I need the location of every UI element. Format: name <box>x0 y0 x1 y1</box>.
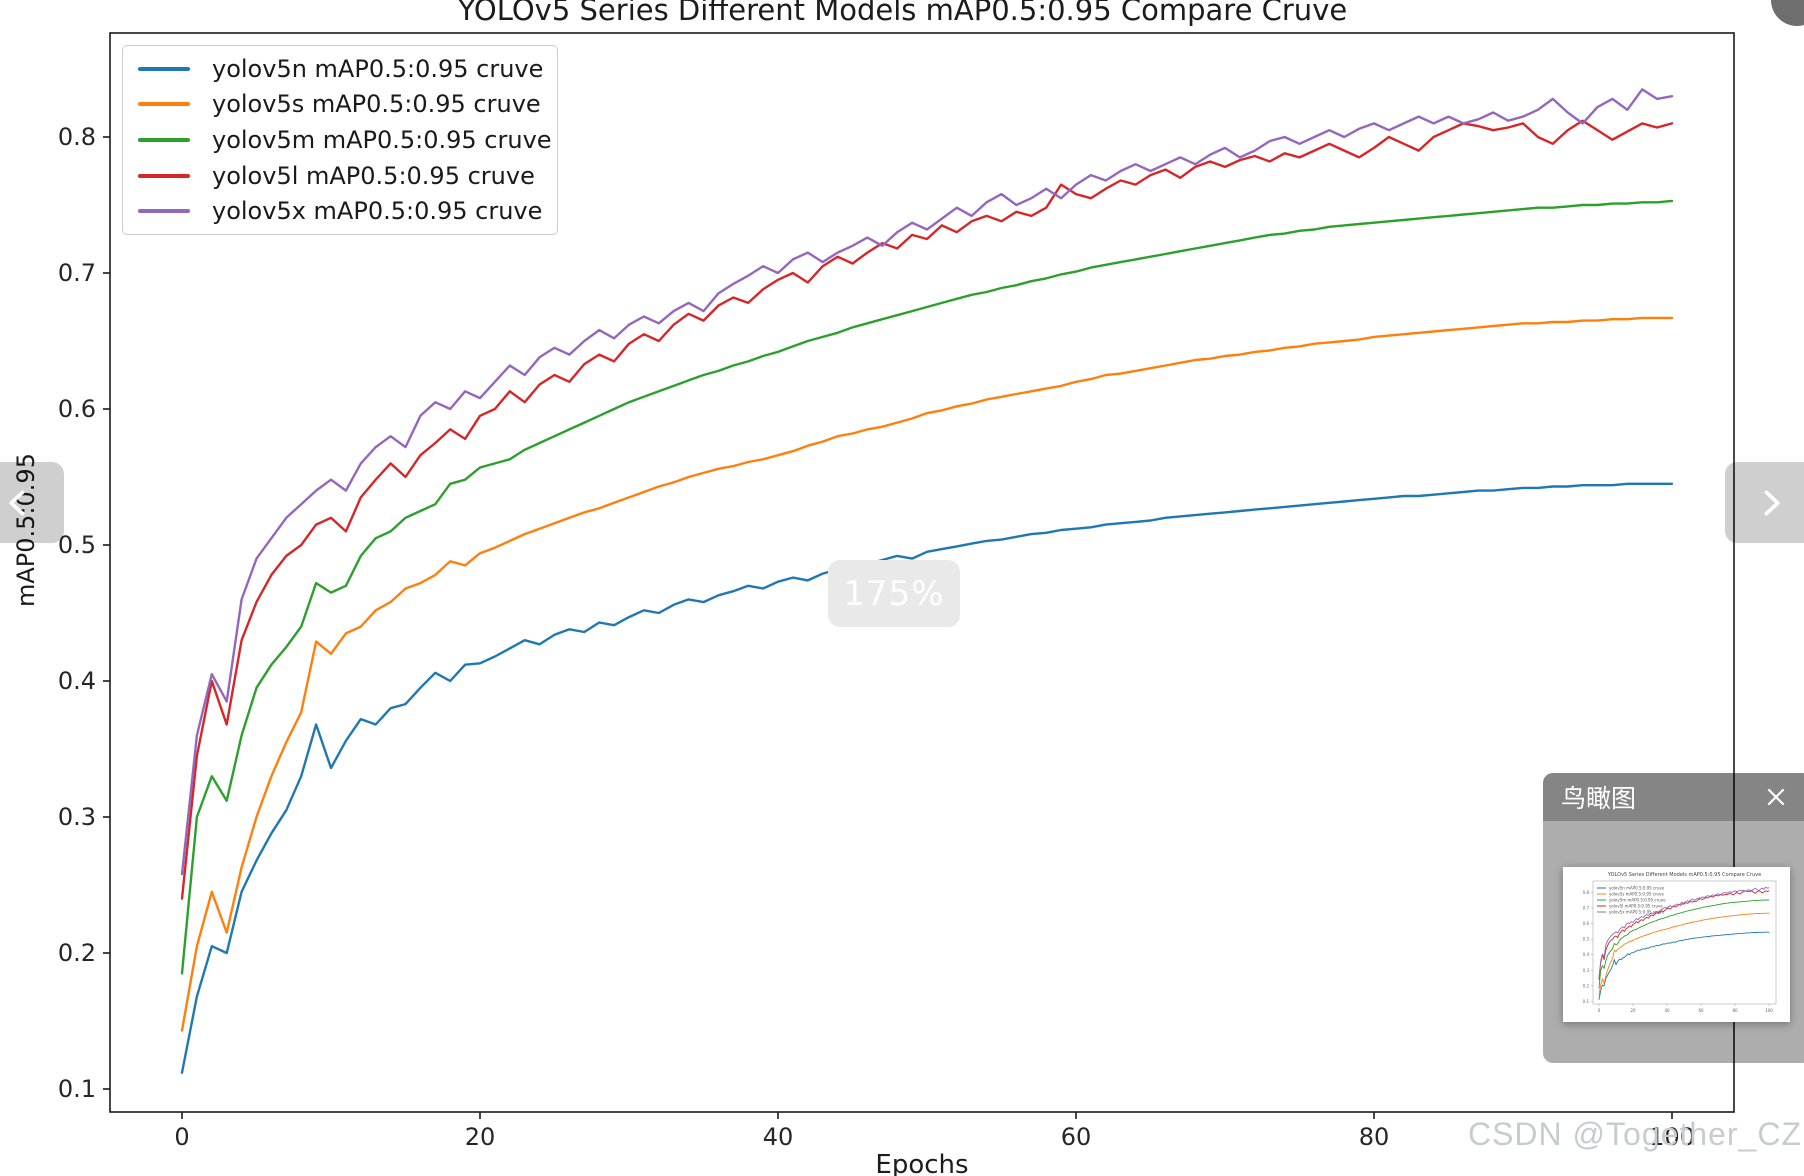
minimap-panel: 鸟瞰图 YOLOv5 Series Different Models mAP0.… <box>1543 773 1804 1063</box>
x-tick-label: 40 <box>762 1123 794 1151</box>
legend-item-label: yolov5x mAP0.5:0.95 cruve <box>212 197 543 226</box>
minimap-title: 鸟瞰图 <box>1561 784 1637 813</box>
legend: yolov5n mAP0.5:0.95 cruve yolov5s mAP0.5… <box>122 45 558 235</box>
watermark: CSDN @Together_CZ <box>1467 1116 1802 1152</box>
minimap-text: yolov5n mAP0.5:0.95 cruve <box>1609 886 1665 891</box>
legend-item: yolov5s mAP0.5:0.95 cruve <box>123 90 557 118</box>
x-tick-label: 20 <box>464 1123 496 1151</box>
minimap-body: YOLOv5 Series Different Models mAP0.5:0.… <box>1543 821 1804 1063</box>
y-tick-label: 0.5 <box>57 531 96 559</box>
minimap-thumbnail[interactable]: YOLOv5 Series Different Models mAP0.5:0.… <box>1563 867 1790 1022</box>
series-line-yolov5x <box>180 88 1674 876</box>
series-line-yolov5l <box>180 119 1674 900</box>
minimap-text: 60 <box>1698 1008 1704 1013</box>
series-line-yolov5s <box>1598 912 1770 996</box>
x-tick-label: 0 <box>174 1123 190 1151</box>
legend-item: yolov5l mAP0.5:0.95 cruve <box>123 162 557 190</box>
minimap-text: 0.4 <box>1583 952 1590 957</box>
x-tick-label: 80 <box>1358 1123 1390 1151</box>
minimap-text: 0.3 <box>1583 968 1590 973</box>
y-tick-label: 0.1 <box>57 1075 96 1103</box>
next-image-button[interactable] <box>1725 462 1804 543</box>
minimap-close-button[interactable] <box>1762 783 1790 811</box>
series-line-yolov5m <box>1598 899 1770 989</box>
plot-frame <box>109 32 1735 1113</box>
minimap-text: yolov5m mAP0.5:0.95 cruve <box>1609 898 1666 903</box>
minimap-text: 0.8 <box>1583 890 1590 895</box>
minimap-text: 80 <box>1732 1008 1738 1013</box>
legend-line-swatch <box>138 209 190 214</box>
legend-line-swatch <box>138 66 190 71</box>
legend-item: yolov5x mAP0.5:0.95 cruve <box>123 197 557 225</box>
legend-item-label: yolov5m mAP0.5:0.95 cruve <box>212 125 552 154</box>
series-line-yolov5l <box>1598 890 1770 981</box>
y-tick-label: 0.6 <box>57 395 96 423</box>
y-tick-label: 0.2 <box>57 939 96 967</box>
chevron-left-icon <box>2 486 36 520</box>
x-tick-label: 100 <box>1649 1123 1695 1151</box>
x-axis-label: Epochs <box>875 1150 969 1176</box>
zoom-level-badge: 175% <box>828 560 960 627</box>
close-icon <box>1764 785 1788 809</box>
minimap-text: 0.6 <box>1583 921 1590 926</box>
minimap-text: 100 <box>1765 1008 1773 1013</box>
legend-item: yolov5n mAP0.5:0.95 cruve <box>123 55 557 83</box>
legend-line-swatch <box>138 137 190 142</box>
chart-title: YOLOv5 Series Different Models mAP0.5:0.… <box>457 0 1348 27</box>
zoom-level-value: 175% <box>843 573 945 614</box>
minimap-text: 0 <box>1598 1008 1601 1013</box>
minimap-text: 40 <box>1664 1008 1670 1013</box>
x-tick-label: 60 <box>1060 1123 1092 1151</box>
minimap-text: 0.2 <box>1583 983 1590 988</box>
minimap-text: 20 <box>1630 1008 1636 1013</box>
y-tick-label: 0.4 <box>57 667 96 695</box>
series-line-yolov5x <box>1598 886 1770 978</box>
minimap-header: 鸟瞰图 <box>1543 773 1804 821</box>
series-line-yolov5s <box>180 316 1674 1032</box>
minimap-text: 0.7 <box>1583 906 1590 911</box>
minimap-text: 0.5 <box>1583 937 1590 942</box>
series-line-yolov5n <box>1598 931 1770 1000</box>
minimap-text: yolov5l mAP0.5:0.95 cruve <box>1609 904 1663 909</box>
legend-line-swatch <box>138 173 190 178</box>
y-tick-label: 0.8 <box>57 123 96 151</box>
minimap-chart: YOLOv5 Series Different Models mAP0.5:0.… <box>1583 872 1777 1013</box>
y-tick-label: 0.3 <box>57 803 96 831</box>
legend-item-label: yolov5s mAP0.5:0.95 cruve <box>212 90 541 119</box>
legend-item-label: yolov5n mAP0.5:0.95 cruve <box>212 54 544 83</box>
legend-item: yolov5m mAP0.5:0.95 cruve <box>123 126 557 154</box>
legend-line-swatch <box>138 102 190 107</box>
series-line-yolov5m <box>180 199 1674 975</box>
legend-item-label: yolov5l mAP0.5:0.95 cruve <box>212 161 535 190</box>
minimap-text: 0.1 <box>1583 999 1590 1004</box>
plot-frame <box>1592 880 1777 1005</box>
minimap-text: YOLOv5 Series Different Models mAP0.5:0.… <box>1607 872 1761 878</box>
y-tick-label: 0.7 <box>57 259 96 287</box>
minimap-text: yolov5s mAP0.5:0.95 cruve <box>1609 892 1664 897</box>
prev-image-button[interactable] <box>0 462 64 543</box>
minimap-text: yolov5x mAP0.5:0.95 cruve <box>1609 910 1665 915</box>
series-line-yolov5n <box>180 482 1674 1074</box>
chevron-right-icon <box>1753 486 1787 520</box>
